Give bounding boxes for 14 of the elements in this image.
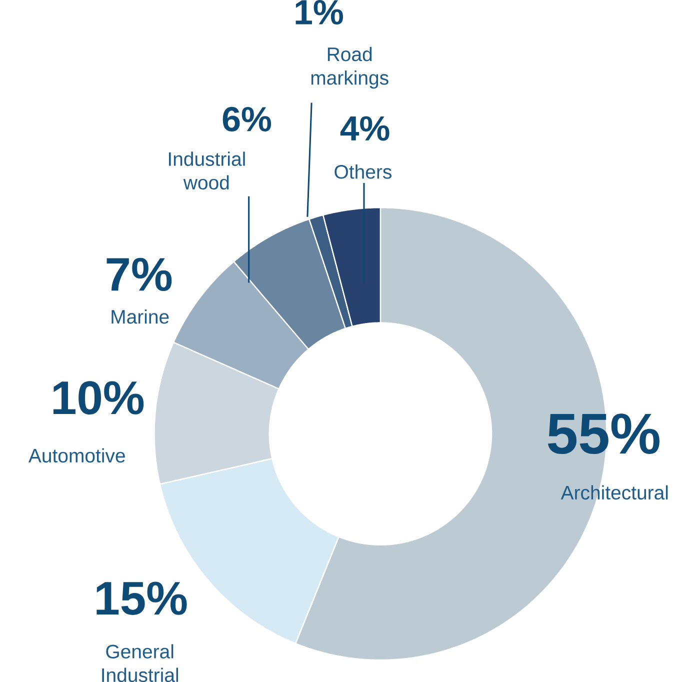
slice-label: Marine: [112, 309, 169, 324]
slice-label: Industrial wood: [168, 152, 245, 190]
data-label: 15%: [96, 582, 187, 615]
data-label: 1%: [296, 0, 344, 24]
slice-label: Road markings: [311, 46, 388, 89]
slice-label: Automotive: [28, 448, 125, 463]
slice-label: Architectural: [560, 485, 668, 500]
data-label: 6%: [222, 106, 272, 132]
slice-label: General Industrial: [102, 644, 178, 682]
data-label: 10%: [54, 381, 144, 415]
data-label: 7%: [106, 258, 172, 292]
slice-label: Others: [334, 164, 392, 179]
data-label: 55%: [548, 414, 660, 454]
data-label: 4%: [340, 116, 390, 141]
